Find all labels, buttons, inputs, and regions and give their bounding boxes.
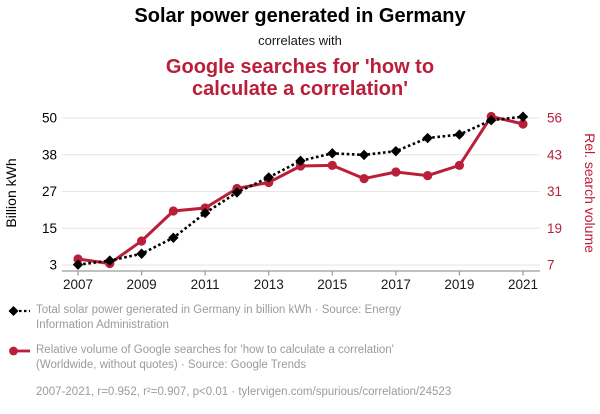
right-axis-tick-label: 56 [547, 111, 562, 126]
left-axis-tick-label: 27 [42, 184, 57, 199]
x-axis-tick-label: 2015 [317, 277, 347, 292]
chart-title-secondary: Google searches for 'how to calculate a … [0, 56, 600, 100]
data-point-searches [518, 119, 528, 129]
right-axis-tick-label: 43 [547, 147, 562, 162]
x-axis-tick-label: 2007 [63, 277, 93, 292]
left-axis-tick-label: 3 [49, 258, 57, 273]
data-point-solar [136, 248, 147, 259]
legend-label-searches: Relative volume of Google searches for '… [36, 344, 394, 371]
x-axis-tick-label: 2013 [254, 277, 284, 292]
chart-title-connector: correlates with [258, 33, 342, 48]
data-point-searches [359, 174, 369, 184]
chart-title-secondary-line1: Google searches for 'how to [165, 56, 435, 78]
data-point-searches [73, 254, 83, 264]
data-point-solar [454, 129, 465, 140]
data-point-solar [72, 259, 84, 270]
x-axis-tick-label: 2011 [191, 277, 220, 292]
series-line-solar [77, 115, 524, 266]
data-point-searches [454, 160, 465, 170]
data-point-solar [263, 172, 274, 183]
legend-entry-solar: Total solar power generated in Germany i… [8, 303, 592, 333]
left-axis-tick-label: 38 [42, 147, 57, 162]
left-axis-tick-label: 15 [42, 221, 57, 236]
data-point-searches [168, 206, 178, 216]
data-point-searches [391, 167, 401, 177]
data-point-solar [390, 145, 402, 157]
right-axis-tick-label: 31 [547, 184, 562, 199]
data-point-solar [422, 132, 433, 144]
data-point-searches [136, 236, 147, 246]
data-point-solar [358, 149, 370, 161]
right-axis-tick-label: 19 [547, 221, 562, 236]
x-axis-tick-label: 2017 [381, 277, 411, 292]
x-axis-tick-label: 2009 [127, 277, 157, 292]
red-circle-line-icon [9, 346, 30, 356]
black-diamond-dashed-line-icon [8, 306, 30, 316]
data-point-searches [423, 171, 433, 181]
data-point-solar [517, 111, 529, 122]
data-point-searches [327, 160, 337, 170]
chart-area: 3 7 15 19 27 31 38 43 50 56 2007 2009 2011 2013 2015 20… [0, 100, 600, 300]
chart-title-secondary-line2: calculate a correlation' [192, 78, 408, 100]
left-axis-tick-label: 50 [42, 111, 57, 126]
line-chart: 3 7 15 19 27 31 38 43 50 56 2007 2009 2011 2013 2015 20… [3, 111, 598, 293]
legend-entry-searches: Relative volume of Google searches for '… [8, 343, 592, 373]
right-axis-tick-label: 7 [547, 258, 555, 273]
left-axis-title: Billion kWh [3, 158, 19, 227]
chart-legend: Total solar power generated in Germany i… [8, 303, 592, 398]
stats-footnote: 2007-2021, r=0.952, r²=0.907, p<0.01 · t… [36, 386, 452, 398]
data-point-solar [327, 148, 338, 159]
x-axis-tick-label: 2019 [444, 277, 474, 292]
data-point-solar [168, 232, 179, 243]
chart-title-primary: Solar power generated in Germany [134, 5, 466, 27]
chart-header: Solar power generated in Germany correla… [0, 0, 600, 100]
x-axis-tick-label: 2021 [508, 277, 538, 292]
right-axis-title: Rel. search volume [582, 133, 598, 253]
data-point-solar [231, 187, 243, 198]
legend-label-solar: Total solar power generated in Germany i… [36, 304, 401, 331]
data-point-solar [199, 207, 211, 219]
data-point-solar [486, 114, 497, 126]
